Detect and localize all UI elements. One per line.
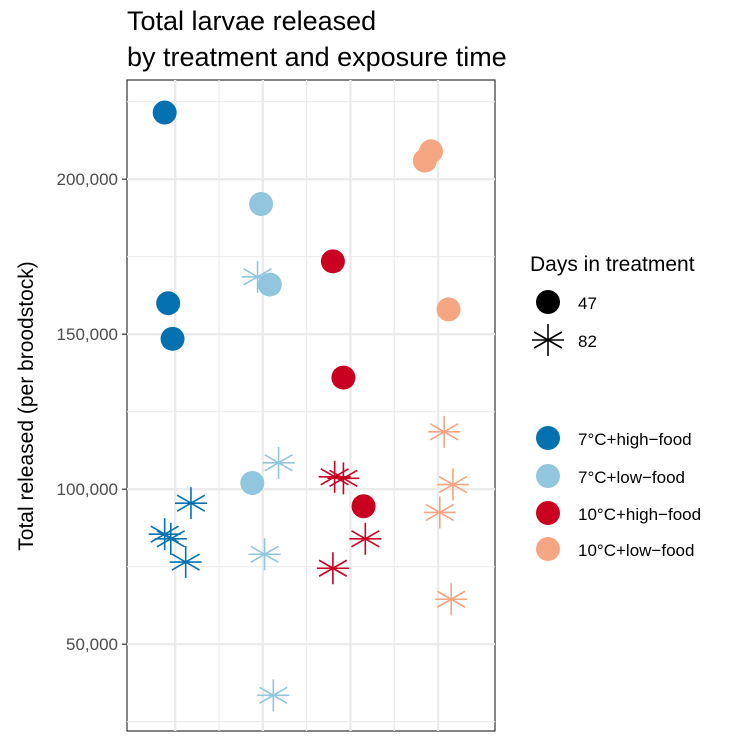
legend-color-dot [536, 426, 560, 450]
point-10c-low-food-47d [412, 148, 437, 173]
legend-color-dot [536, 537, 560, 561]
point-7c-high-food-82d [169, 546, 202, 579]
plot-panel [126, 79, 496, 732]
y-tick-label: 150,000 [57, 325, 118, 344]
legend-color-dot [536, 464, 560, 488]
major-gridlines [127, 80, 495, 731]
point-10c-high-food-82d [327, 462, 360, 495]
point-7c-low-food-82d [257, 679, 290, 712]
chart-title-line-2: by treatment and exposure time [127, 42, 507, 72]
shape-legend-keys [532, 290, 564, 356]
minor-gridlines [127, 80, 495, 731]
point-10c-high-food-82d [349, 522, 382, 555]
point-10c-low-food-82d [428, 415, 461, 448]
point-10c-high-food-47d [351, 494, 376, 519]
y-axis-title: Total released (per broodstock) [15, 261, 38, 550]
point-10c-high-food-47d [331, 365, 356, 390]
point-10c-low-food-47d [436, 297, 461, 322]
point-7c-high-food-82d [174, 487, 207, 520]
point-10c-high-food-82d [316, 552, 349, 585]
chart-title-line-1: Total larvae released [127, 6, 376, 36]
y-tick-label: 200,000 [57, 170, 118, 189]
point-7c-high-food-82d [154, 522, 187, 555]
legend-label-47: 47 [578, 294, 597, 313]
y-tick-label: 100,000 [57, 480, 118, 499]
color-legend-keys [536, 426, 560, 561]
point-10c-low-food-82d [436, 468, 469, 501]
legend-color-dot [536, 501, 560, 525]
y-tick-label: 50,000 [66, 635, 118, 654]
shape-legend: Days in treatment 47 82 [530, 253, 695, 356]
data-points [148, 100, 469, 712]
color-legend: 7°C+high−food 7°C+low−food 10°C+high−foo… [536, 426, 701, 561]
legend-label-7c-low-food: 7°C+low−food [578, 468, 685, 487]
point-7c-high-food-47d [152, 100, 177, 125]
point-7c-low-food-82d [241, 260, 274, 293]
point-7c-low-food-47d [240, 471, 265, 495]
legend-label-10c-high-food: 10°C+high−food [578, 505, 701, 524]
chart-title: Total larvae released by treatment and e… [127, 6, 507, 72]
point-7c-high-food-47d [156, 291, 181, 316]
point-7c-low-food-82d [248, 538, 281, 571]
shape-legend-title: Days in treatment [530, 253, 695, 276]
point-10c-high-food-47d [320, 249, 345, 274]
legend-label-82: 82 [578, 332, 597, 351]
legend-circle-icon [536, 290, 560, 314]
legend-label-7c-high-food: 7°C+high−food [578, 430, 692, 449]
y-axis-ticks: 50,000 100,000 150,000 200,000 [57, 170, 127, 654]
legend-label-10c-low-food: 10°C+low−food [578, 541, 694, 560]
point-7c-high-food-47d [160, 326, 185, 351]
point-10c-low-food-82d [435, 583, 468, 616]
point-10c-low-food-82d [423, 496, 456, 529]
point-7c-low-food-82d [262, 446, 295, 479]
point-7c-low-food-47d [249, 192, 274, 216]
legend-asterisk-icon [532, 324, 564, 356]
